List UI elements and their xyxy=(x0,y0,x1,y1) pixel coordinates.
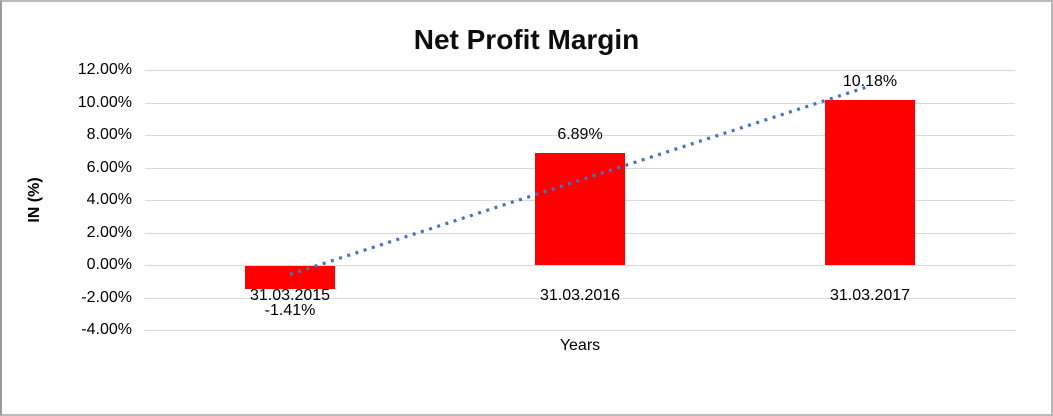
bar xyxy=(535,153,625,265)
y-tick-label: -4.00% xyxy=(81,321,132,338)
y-tick-label: 12.00% xyxy=(77,61,132,78)
y-tick-label: 4.00% xyxy=(86,191,132,208)
x-axis-title: Years xyxy=(559,337,601,354)
category-label: 31.03.2017 xyxy=(829,287,911,304)
y-tick-label: 2.00% xyxy=(86,224,132,241)
bar xyxy=(245,266,335,289)
y-tick-label: 6.00% xyxy=(86,159,132,176)
chart-title: Net Profit Margin xyxy=(413,24,640,55)
gridline xyxy=(145,298,1015,299)
y-tick-label: -2.00% xyxy=(81,289,132,306)
data-label: -1.41% xyxy=(264,302,316,319)
gridline xyxy=(145,70,1015,71)
y-tick-label: 0.00% xyxy=(86,256,132,273)
category-label: 31.03.2015 xyxy=(249,287,331,304)
bar xyxy=(825,100,915,265)
data-label: 10.18% xyxy=(842,73,898,90)
data-label: 6.89% xyxy=(557,126,603,143)
category-label: 31.03.2016 xyxy=(539,287,621,304)
gridline xyxy=(145,330,1015,331)
y-tick-label: 8.00% xyxy=(86,126,132,143)
y-tick-label: 10.00% xyxy=(77,94,132,111)
